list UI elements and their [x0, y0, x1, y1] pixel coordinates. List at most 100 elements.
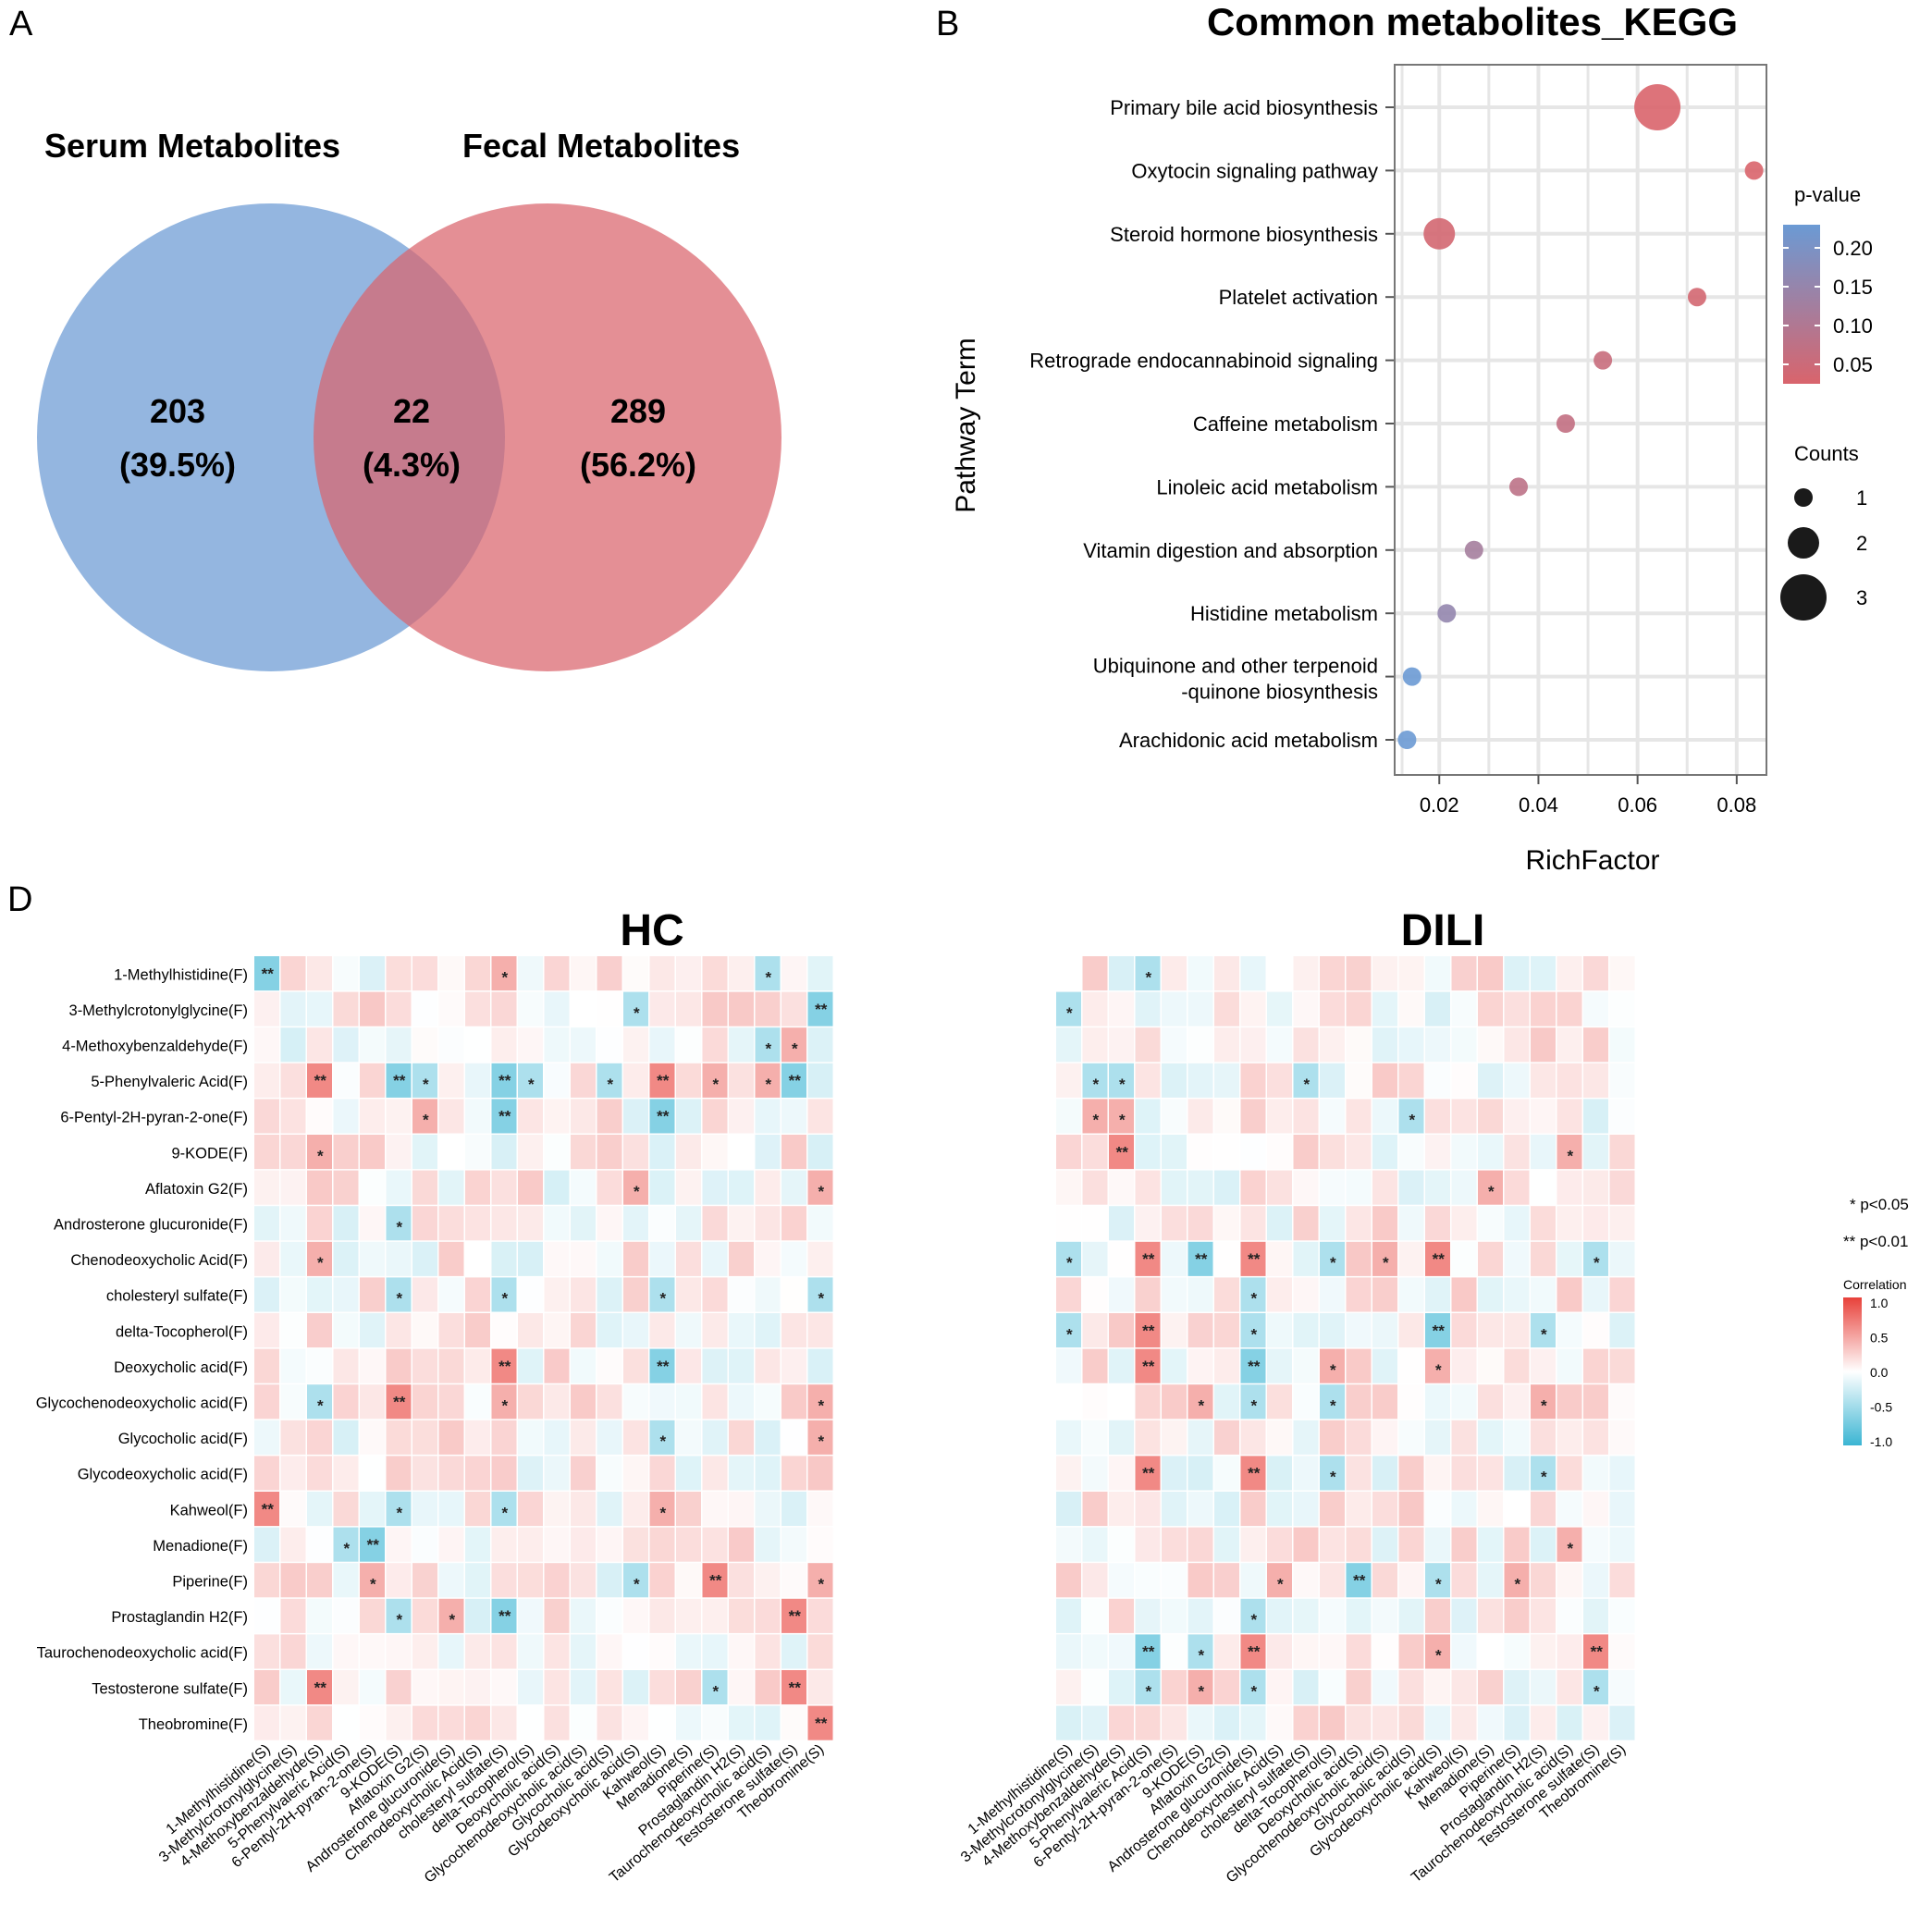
heatmap-cell	[1267, 1135, 1292, 1170]
heatmap-cell	[1346, 956, 1372, 991]
heatmap-cell	[1583, 1420, 1608, 1455]
heatmap-cell	[755, 1420, 781, 1455]
heatmap-cell	[1320, 1670, 1345, 1705]
kegg-pathway-label: Retrograde endocannabinoid signaling	[1029, 350, 1378, 373]
panel-letter-a: A	[9, 5, 33, 43]
heatmap-cell	[1398, 1384, 1424, 1420]
heatmap-cell	[781, 1563, 806, 1598]
heatmap-cell	[386, 1563, 412, 1598]
heatmap-cell	[465, 1670, 490, 1705]
counts-legend: 1 2 3	[1780, 486, 1867, 621]
heatmap-sig-mark: *	[1435, 1647, 1442, 1665]
heatmap-cell	[1135, 1420, 1161, 1455]
heatmap-cell	[1214, 1027, 1239, 1063]
heatmap-cell	[1082, 1206, 1108, 1241]
heatmap-cell	[1162, 1099, 1187, 1134]
heatmap-cell	[1398, 956, 1424, 991]
heatmap-cell	[755, 1634, 781, 1669]
heatmap-cell	[1425, 1598, 1450, 1633]
panel-letter-d: D	[7, 880, 32, 919]
heatmap-cell	[571, 1027, 596, 1063]
heatmap-cell	[1135, 1598, 1161, 1633]
heatmap-cell	[1531, 1420, 1556, 1455]
heatmap-cell	[702, 1384, 728, 1420]
heatmap-cell	[623, 1348, 648, 1383]
heatmap-cell	[1398, 1313, 1424, 1348]
heatmap-cell	[254, 956, 279, 991]
heatmap-cell	[1240, 1634, 1266, 1669]
heatmap-cell	[1214, 1277, 1239, 1312]
heatmap-cell	[307, 1705, 332, 1740]
heatmap-cell	[333, 1420, 359, 1455]
heatmap-cell	[1583, 1527, 1608, 1562]
heatmap-cell	[676, 1241, 701, 1276]
heatmap-cell	[1531, 1027, 1556, 1063]
heatmap-cell	[280, 1313, 306, 1348]
heatmap-cell	[1478, 1563, 1503, 1598]
heatmap-cell	[571, 991, 596, 1026]
heatmap-cell	[544, 956, 570, 991]
heatmap-cell	[254, 1170, 279, 1205]
heatmap-cell	[333, 1634, 359, 1669]
heatmap-cell	[1372, 1492, 1397, 1527]
heatmap-cell	[755, 1206, 781, 1241]
heatmap-cell	[438, 1670, 464, 1705]
heatmap-cell	[333, 1705, 359, 1740]
heatmap-cell	[1478, 1206, 1503, 1241]
heatmap-cell	[571, 1634, 596, 1669]
heatmap-row-label: delta-Tocopherol(F)	[116, 1323, 248, 1340]
heatmap-cell	[333, 1598, 359, 1633]
heatmap-cell	[465, 1170, 490, 1205]
heatmap-cell	[1372, 1277, 1397, 1312]
heatmap-cell	[571, 1492, 596, 1527]
heatmap-cell	[386, 1670, 412, 1705]
heatmap-sig-mark: **	[657, 1358, 670, 1375]
heatmap-cell	[729, 1634, 754, 1669]
heatmap-cell	[755, 1027, 781, 1063]
heatmap-cell	[807, 1456, 833, 1491]
heatmap-cell	[1346, 1063, 1372, 1098]
heatmap-cell	[676, 1099, 701, 1134]
heatmap-cell	[280, 1634, 306, 1669]
heatmap-cell	[649, 1206, 675, 1241]
heatmap-cell	[491, 991, 517, 1026]
heatmap-cell	[1372, 956, 1397, 991]
heatmap-cell	[1398, 1492, 1424, 1527]
heatmap-cell	[1478, 1492, 1503, 1527]
heatmap-sig-mark: *	[712, 1682, 719, 1700]
heatmap-cell	[1557, 1241, 1582, 1276]
heatmap-sig-mark: *	[1250, 1325, 1257, 1343]
heatmap-cell	[360, 1027, 385, 1063]
heatmap-cell	[1135, 1384, 1161, 1420]
counts-legend-circle	[1794, 488, 1813, 507]
heatmap-cell	[571, 956, 596, 991]
heatmap-row-label: Piperine(F)	[172, 1574, 248, 1591]
kegg-y-axis-title: Pathway Term	[951, 338, 981, 513]
heatmap-cell	[254, 1420, 279, 1455]
heatmap-cell	[597, 1063, 622, 1098]
heatmap-cell	[1135, 1135, 1161, 1170]
heatmap-cell	[307, 1384, 332, 1420]
heatmap-sig-mark: *	[1330, 1397, 1336, 1415]
heatmap-cell	[1372, 991, 1397, 1026]
heatmap-cell	[1240, 1277, 1266, 1312]
heatmap-cell	[412, 956, 437, 991]
heatmap-cell	[781, 1634, 806, 1669]
heatmap-cell	[360, 956, 385, 991]
heatmap-cell	[1267, 1241, 1292, 1276]
heatmap-cell	[465, 1277, 490, 1312]
heatmap-cell	[465, 956, 490, 991]
heatmap-cell	[781, 1206, 806, 1241]
heatmap-cell	[1609, 1384, 1635, 1420]
heatmap-cell	[1425, 1277, 1450, 1312]
heatmap-cell	[781, 1598, 806, 1633]
heatmap-cell	[307, 1063, 332, 1098]
heatmap-cell	[1478, 1670, 1503, 1705]
pvalue-tick-label: 0.05	[1833, 353, 1873, 376]
heatmap-cell	[280, 1705, 306, 1740]
heatmap-cell	[412, 1206, 437, 1241]
heatmap-cell	[1109, 1384, 1134, 1420]
heatmap-cell	[1109, 1634, 1134, 1669]
heatmap-cell	[465, 1241, 490, 1276]
heatmap-cell	[412, 1313, 437, 1348]
